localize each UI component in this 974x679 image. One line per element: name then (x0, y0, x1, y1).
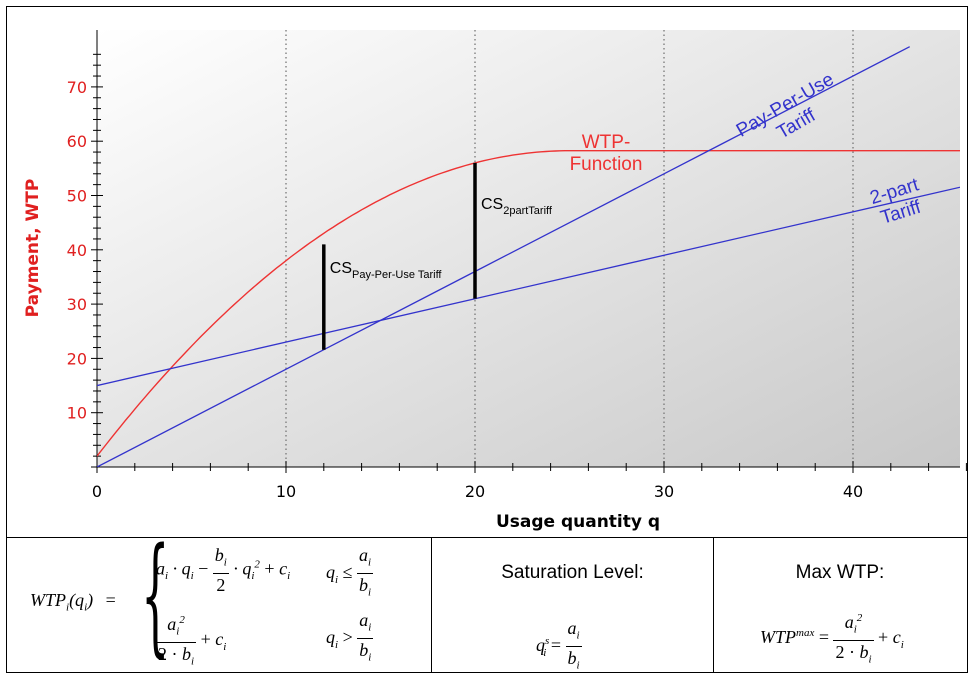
plot-area (97, 30, 960, 467)
y-tick-label-50: 50 (67, 187, 87, 206)
y-tick-label-30: 30 (67, 295, 87, 314)
y-tick-label-60: 60 (67, 132, 87, 151)
x-tick-label-0: 0 (92, 482, 102, 501)
x-tick-label-40: 40 (843, 482, 863, 501)
x-tick-label-30: 30 (654, 482, 674, 501)
y-tick-label-10: 10 (67, 404, 87, 423)
grid (285, 30, 854, 467)
max-wtp-cell: Max WTP: WTPmax = ai2 2 · bi + ci (713, 538, 966, 673)
x-tick-label-10: 10 (276, 482, 296, 501)
saturation-formula: qsi = ai bi (536, 618, 582, 672)
series-wtp-function (97, 150, 960, 457)
case1-condition: qi ≤ ai bi (326, 545, 374, 599)
wtp-function-label-line-1: WTP- (582, 132, 631, 153)
wtp-definition-cell: WTPi(qi) = { ai · qi − bi 2 · qi2 + ci qi… (6, 532, 431, 673)
x-tick-label-20: 20 (465, 482, 485, 501)
wtp-function-label: WTP-Function (570, 132, 643, 175)
axes: 10 20 30 40 50 60 70 0 10 20 30 40 (67, 30, 967, 501)
case-brace: { (141, 521, 170, 670)
case2-condition: qi > ai bi (326, 610, 374, 664)
formula-table: WTPi(qi) = { ai · qi − bi 2 · qi2 + ci qi… (6, 532, 968, 673)
x-axis-label: Usage quantity q (496, 512, 660, 532)
saturation-heading: Saturation Level: (501, 562, 644, 583)
saturation-level-cell: Saturation Level: qsi = ai bi (431, 538, 713, 673)
figure-frame (6, 6, 968, 673)
consumer-surplus-label-cs_ppu: CSPay-Per-Use Tariff (330, 260, 443, 281)
y-tick-label-20: 20 (67, 349, 87, 368)
consumer-surplus-label-cs_2part: CS2partTariff (481, 196, 553, 217)
case2-expression: ai2 2 · bi + ci (156, 610, 226, 672)
case1-expression: ai · qi − bi 2 · qi2 + ci (156, 545, 291, 595)
series-2-part-tariff (97, 186, 960, 387)
y-tick-label-70: 70 (67, 78, 87, 97)
wtp-function-label-line-2: Function (570, 154, 643, 175)
max-wtp-formula: WTPmax = ai2 2 · bi + ci (760, 608, 904, 670)
y-tick-label-40: 40 (67, 241, 87, 260)
y-axis-label: Payment, WTP (23, 179, 43, 318)
max-wtp-heading: Max WTP: (795, 562, 885, 583)
wtp-lhs: WTPi(qi) = (30, 590, 116, 614)
